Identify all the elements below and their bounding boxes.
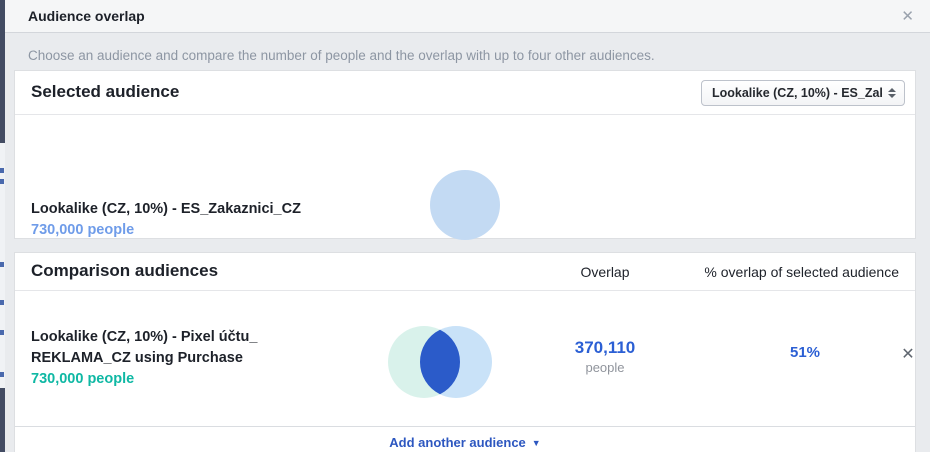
background-dark-segment [0, 0, 5, 143]
selected-audience-circle [430, 170, 500, 240]
background-link-fragment [0, 372, 4, 377]
add-audience-footer: Add another audience ▼ [15, 434, 915, 452]
add-another-audience-button[interactable]: Add another audience ▼ [389, 435, 541, 450]
audience-select-dropdown[interactable]: Lookalike (CZ, 10%) - ES_Zakazni... [701, 80, 905, 106]
background-link-fragment [0, 330, 4, 335]
audience-overlap-modal: Audience overlap ✕ Choose an audience an… [5, 0, 930, 452]
overlap-unit: people [585, 360, 625, 375]
overlap-metric: 370,110 people [535, 338, 675, 375]
comparison-row: Lookalike (CZ, 10%) - Pixel účtu_ REKLAM… [15, 292, 915, 426]
modal-titlebar: Audience overlap ✕ [5, 0, 930, 33]
footer-divider [15, 426, 915, 427]
comparison-audiences-card: Comparison audiences Overlap % overlap o… [14, 252, 916, 452]
overlap-value: 370,110 [574, 338, 636, 357]
selected-audience-name: Lookalike (CZ, 10%) - ES_Zakaznici_CZ [31, 201, 301, 217]
audience-select-value: Lookalike (CZ, 10%) - ES_Zakazni... [712, 86, 882, 100]
column-header-overlap: Overlap [580, 264, 630, 280]
modal-description: Choose an audience and compare the numbe… [28, 48, 655, 63]
modal-title: Audience overlap [28, 8, 145, 24]
comparison-audience-info: Lookalike (CZ, 10%) - Pixel účtu_ REKLAM… [31, 327, 341, 391]
overlap-venn-diagram [388, 326, 492, 398]
background-page-sliver [0, 0, 5, 452]
background-link-fragment [0, 300, 4, 305]
overlap-percent: 51% [789, 344, 821, 361]
background-link-fragment [0, 168, 4, 173]
background-link-fragment [0, 262, 4, 267]
caret-down-icon: ▼ [531, 437, 541, 448]
selected-audience-info: Lookalike (CZ, 10%) - ES_Zakaznici_CZ 73… [31, 199, 301, 242]
comparison-audience-size: 730,000 people [31, 371, 135, 388]
selected-audience-size: 730,000 people [31, 222, 135, 239]
background-dark-segment [0, 388, 5, 452]
remove-audience-icon[interactable]: ✕ [901, 346, 915, 363]
selected-audience-header: Selected audience Lookalike (CZ, 10%) - … [15, 71, 915, 115]
comparison-header: Comparison audiences Overlap % overlap o… [15, 253, 915, 291]
comparison-title: Comparison audiences [31, 261, 219, 280]
comparison-audience-name: Lookalike (CZ, 10%) - Pixel účtu_ REKLAM… [31, 329, 258, 367]
close-icon[interactable]: ✕ [901, 7, 914, 25]
background-link-fragment [0, 179, 4, 184]
selected-audience-title: Selected audience [31, 82, 180, 101]
select-arrows-icon [888, 88, 896, 98]
selected-audience-card: Selected audience Lookalike (CZ, 10%) - … [14, 70, 916, 242]
column-header-percent: % overlap of selected audience [704, 264, 899, 280]
